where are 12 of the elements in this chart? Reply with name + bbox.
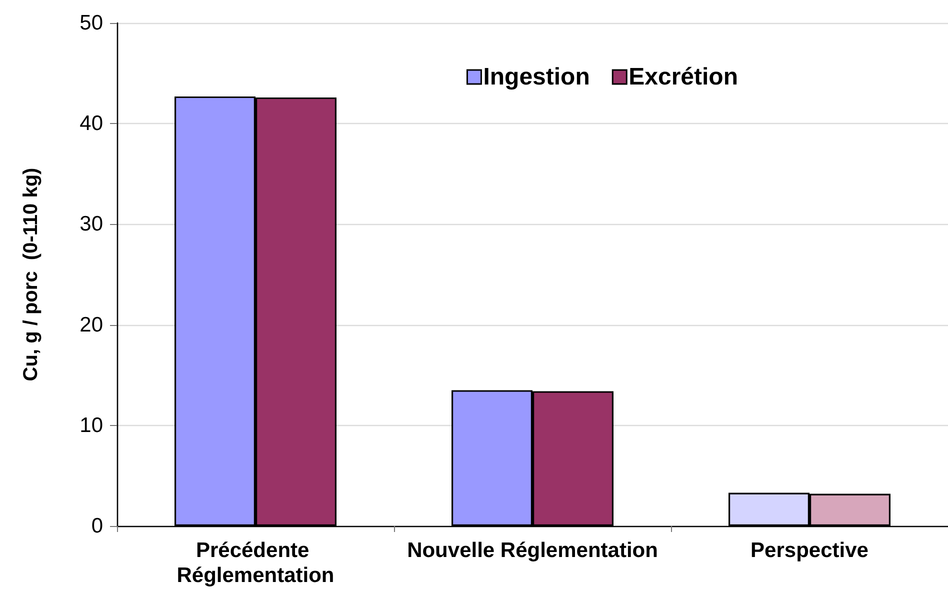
legend-label: Ingestion	[483, 64, 590, 90]
y-tick-label: 50	[80, 12, 103, 34]
x-tick-label: Nouvelle Réglementation	[407, 539, 658, 562]
y-tick-label: 30	[80, 212, 103, 236]
legend-label: Excrétion	[628, 64, 738, 90]
y-tick-label: 40	[80, 112, 103, 136]
y-tick-label: 0	[91, 514, 103, 538]
y-axis-title: Cu, g / porc (0-110 kg)	[20, 168, 42, 382]
y-tick-label: 10	[80, 414, 103, 437]
x-tick-label: Perspective	[750, 539, 868, 562]
y-tick-label: 20	[80, 313, 103, 336]
x-tick-label: Précédente Réglementation	[176, 539, 334, 587]
